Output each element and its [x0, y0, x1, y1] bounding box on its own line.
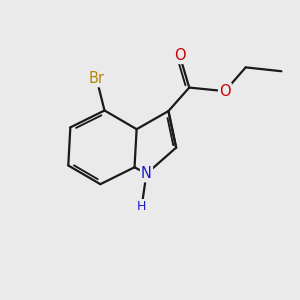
Text: Br: Br [88, 71, 104, 86]
Text: N: N [141, 166, 152, 181]
Text: H: H [137, 200, 146, 213]
Text: O: O [219, 84, 231, 99]
Text: O: O [174, 48, 185, 63]
